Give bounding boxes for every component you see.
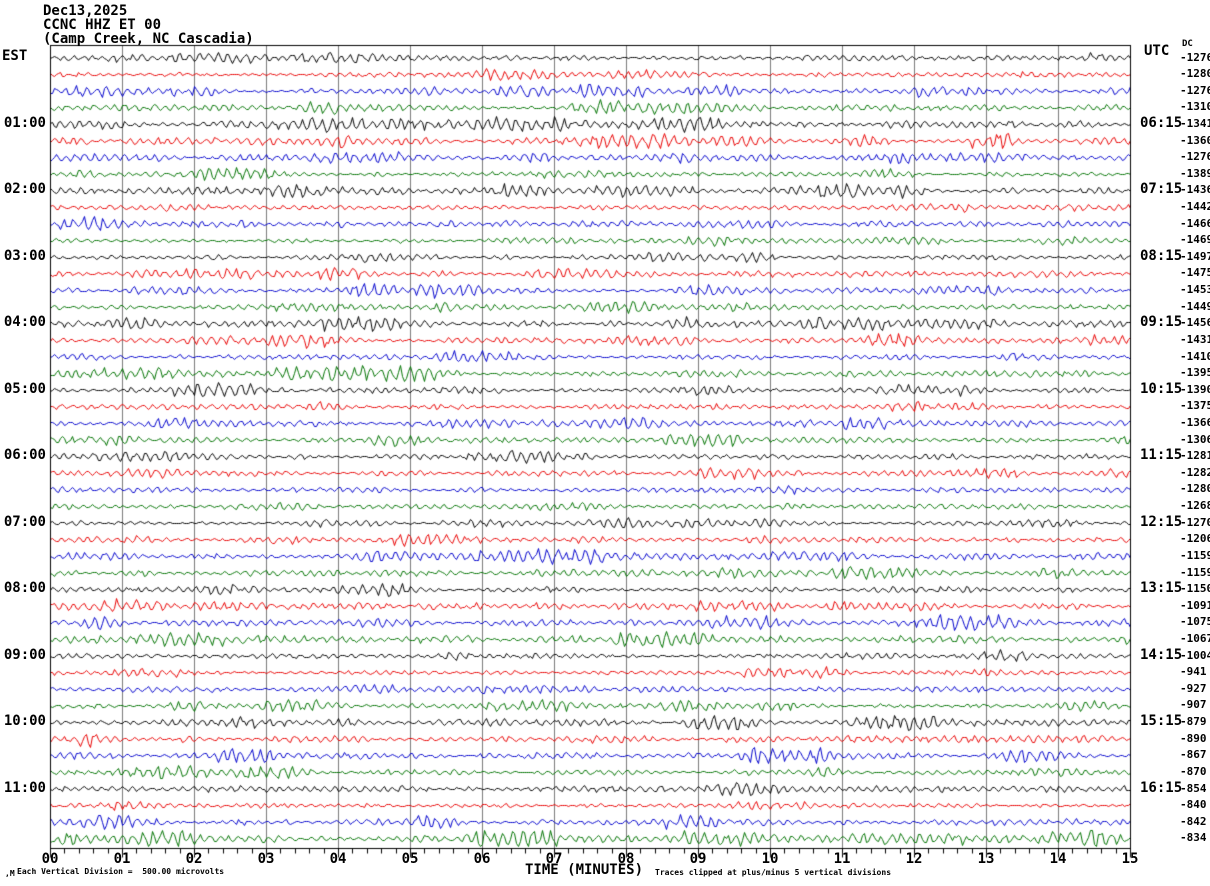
est-time-label: 02:00 xyxy=(3,181,46,198)
est-time-label: 10:00 xyxy=(3,713,46,730)
dc-value: -870 xyxy=(1180,764,1207,778)
utc-time-label: 08:15 xyxy=(1140,247,1183,264)
dc-value: -1366 xyxy=(1180,416,1210,429)
dc-value: -1276 xyxy=(1180,150,1210,164)
dc-value: -1281 xyxy=(1180,449,1210,463)
utc-time-label: 16:15 xyxy=(1140,779,1183,796)
dc-value: -1159 xyxy=(1180,548,1210,562)
dc-value: -1150 xyxy=(1180,582,1210,596)
dc-value: -1375 xyxy=(1180,399,1210,413)
est-time-label: 09:00 xyxy=(3,646,46,663)
dc-value: -1431 xyxy=(1180,332,1210,346)
dc-value: -1091 xyxy=(1180,598,1210,612)
x-tick-label: 00 xyxy=(41,851,59,867)
utc-time-label: 15:15 xyxy=(1140,713,1183,730)
utc-time-label: 07:15 xyxy=(1140,181,1183,198)
x-tick-label: 14 xyxy=(1049,851,1067,867)
dc-value: -1442 xyxy=(1180,200,1210,214)
x-tick-label: 02 xyxy=(185,851,203,867)
utc-time-label: 11:15 xyxy=(1140,447,1183,464)
plot-station-name: (Camp Creek, NC Cascadia) xyxy=(43,31,254,47)
dc-value: -842 xyxy=(1180,814,1207,828)
corner-mark: ,M xyxy=(5,869,15,878)
utc-time-label: 13:15 xyxy=(1140,580,1183,597)
est-time-label: 06:00 xyxy=(3,447,46,464)
dc-value: -1276 xyxy=(1180,50,1210,64)
footer-scale-note: Each Vertical Division = 500.00 microvol… xyxy=(17,867,225,876)
dc-value: -1341 xyxy=(1180,116,1210,130)
dc-value: -1390 xyxy=(1180,382,1210,396)
utc-time-label: 06:15 xyxy=(1140,114,1183,131)
plot-station-id: CCNC HHZ ET 00 xyxy=(43,17,162,33)
x-tick-label: 01 xyxy=(113,851,131,867)
dc-value: -890 xyxy=(1180,731,1207,745)
x-tick-label: 04 xyxy=(329,851,347,867)
x-tick-label: 06 xyxy=(473,851,491,867)
dc-value: -1453 xyxy=(1180,283,1210,297)
est-time-label: 05:00 xyxy=(3,380,46,397)
utc-time-label: 09:15 xyxy=(1140,314,1183,331)
dc-value: -907 xyxy=(1180,698,1207,712)
dc-value: -1075 xyxy=(1180,615,1210,629)
dc-value: -867 xyxy=(1180,748,1207,762)
est-time-label: 01:00 xyxy=(3,114,46,131)
dc-value: -1389 xyxy=(1180,166,1210,180)
x-tick-label: 07 xyxy=(545,851,563,867)
utc-time-label: 14:15 xyxy=(1140,646,1183,663)
dc-value: -1206 xyxy=(1180,532,1210,546)
dc-value: -1449 xyxy=(1180,299,1210,313)
dc-value: -1159 xyxy=(1180,565,1210,579)
dc-value: -1436 xyxy=(1180,183,1210,197)
dc-value: -941 xyxy=(1180,665,1207,679)
dc-value: -834 xyxy=(1180,831,1207,845)
x-tick-label: 13 xyxy=(977,851,995,867)
dc-value: -879 xyxy=(1180,715,1207,729)
est-time-label: 11:00 xyxy=(3,779,46,796)
dc-value: -1497 xyxy=(1180,249,1210,263)
left-timezone-label: EST xyxy=(2,48,28,64)
est-time-label: 03:00 xyxy=(3,247,46,264)
dc-value: -1280 xyxy=(1180,67,1210,81)
dc-value: -1310 xyxy=(1180,100,1210,114)
dc-value: -840 xyxy=(1180,798,1207,812)
right-timezone-label: UTC xyxy=(1144,43,1170,59)
dc-value: -1268 xyxy=(1180,499,1210,513)
x-tick-label: 12 xyxy=(905,851,923,867)
dc-value: -1067 xyxy=(1180,631,1210,645)
dc-value: -1270 xyxy=(1180,515,1210,529)
est-time-label: 08:00 xyxy=(3,580,46,597)
dc-value: -1395 xyxy=(1180,366,1210,380)
x-tick-label: 11 xyxy=(833,851,851,867)
utc-time-label: 10:15 xyxy=(1140,380,1183,397)
est-time-label: 07:00 xyxy=(3,513,46,530)
x-tick-label: 03 xyxy=(257,851,275,867)
dc-value: -1475 xyxy=(1180,266,1210,280)
x-axis-title: TIME (MINUTES) xyxy=(525,862,644,878)
x-tick-label: 09 xyxy=(689,851,707,867)
x-tick-label: 10 xyxy=(761,851,779,867)
dc-value: -1466 xyxy=(1180,216,1210,230)
x-tick-label: 15 xyxy=(1121,851,1139,867)
x-tick-label: 08 xyxy=(617,851,635,867)
dc-value: -1004 xyxy=(1180,648,1210,662)
dc-value: -854 xyxy=(1180,781,1207,795)
utc-time-label: 12:15 xyxy=(1140,513,1183,530)
x-tick-label: 05 xyxy=(401,851,419,867)
dc-value: -1306 xyxy=(1180,432,1210,446)
dc-value: -1469 xyxy=(1180,233,1210,247)
dc-column-header: DC xyxy=(1182,39,1193,49)
dc-value: -1410 xyxy=(1180,349,1210,363)
plot-date: Dec13,2025 xyxy=(43,3,128,19)
est-time-label: 04:00 xyxy=(3,314,46,331)
dc-value: -927 xyxy=(1180,681,1207,695)
dc-value: -1360 xyxy=(1180,133,1210,147)
dc-value: -1282 xyxy=(1180,465,1210,479)
footer-clip-note: Traces clipped at plus/minus 5 vertical … xyxy=(655,868,892,877)
dc-value: -1276 xyxy=(1180,83,1210,97)
dc-value: -1280 xyxy=(1180,482,1210,496)
dc-value: -1456 xyxy=(1180,316,1210,330)
